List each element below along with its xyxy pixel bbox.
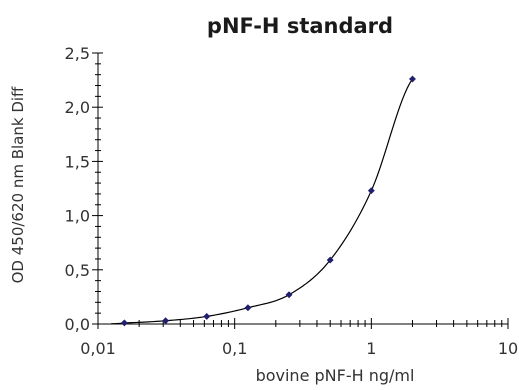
y-tick-label: 1,0	[65, 207, 90, 226]
x-tick-label: 0,1	[222, 339, 247, 358]
data-point	[326, 256, 334, 264]
data-point	[367, 187, 375, 195]
x-tick-label: 10	[498, 339, 518, 358]
y-tick-label: 2,5	[65, 44, 90, 63]
y-tick-label: 0,5	[65, 261, 90, 280]
y-axis-label: OD 450/620 nm Blank Diff	[9, 86, 27, 284]
data-point	[285, 291, 293, 299]
data-point	[203, 312, 211, 320]
x-tick-label: 0,01	[80, 339, 116, 358]
x-tick-label: 1	[366, 339, 376, 358]
y-tick-label: 2,0	[65, 98, 90, 117]
fit-curve	[111, 78, 413, 325]
data-point	[120, 319, 128, 327]
chart-title: pNF-H standard	[206, 14, 394, 38]
y-tick-label: 0,0	[65, 315, 90, 334]
x-axis-label: bovine pNF-H ng/ml	[255, 366, 415, 385]
data-point	[244, 304, 252, 312]
y-tick-label: 1,5	[65, 152, 90, 171]
data-point	[408, 75, 417, 83]
data-point	[162, 317, 170, 325]
